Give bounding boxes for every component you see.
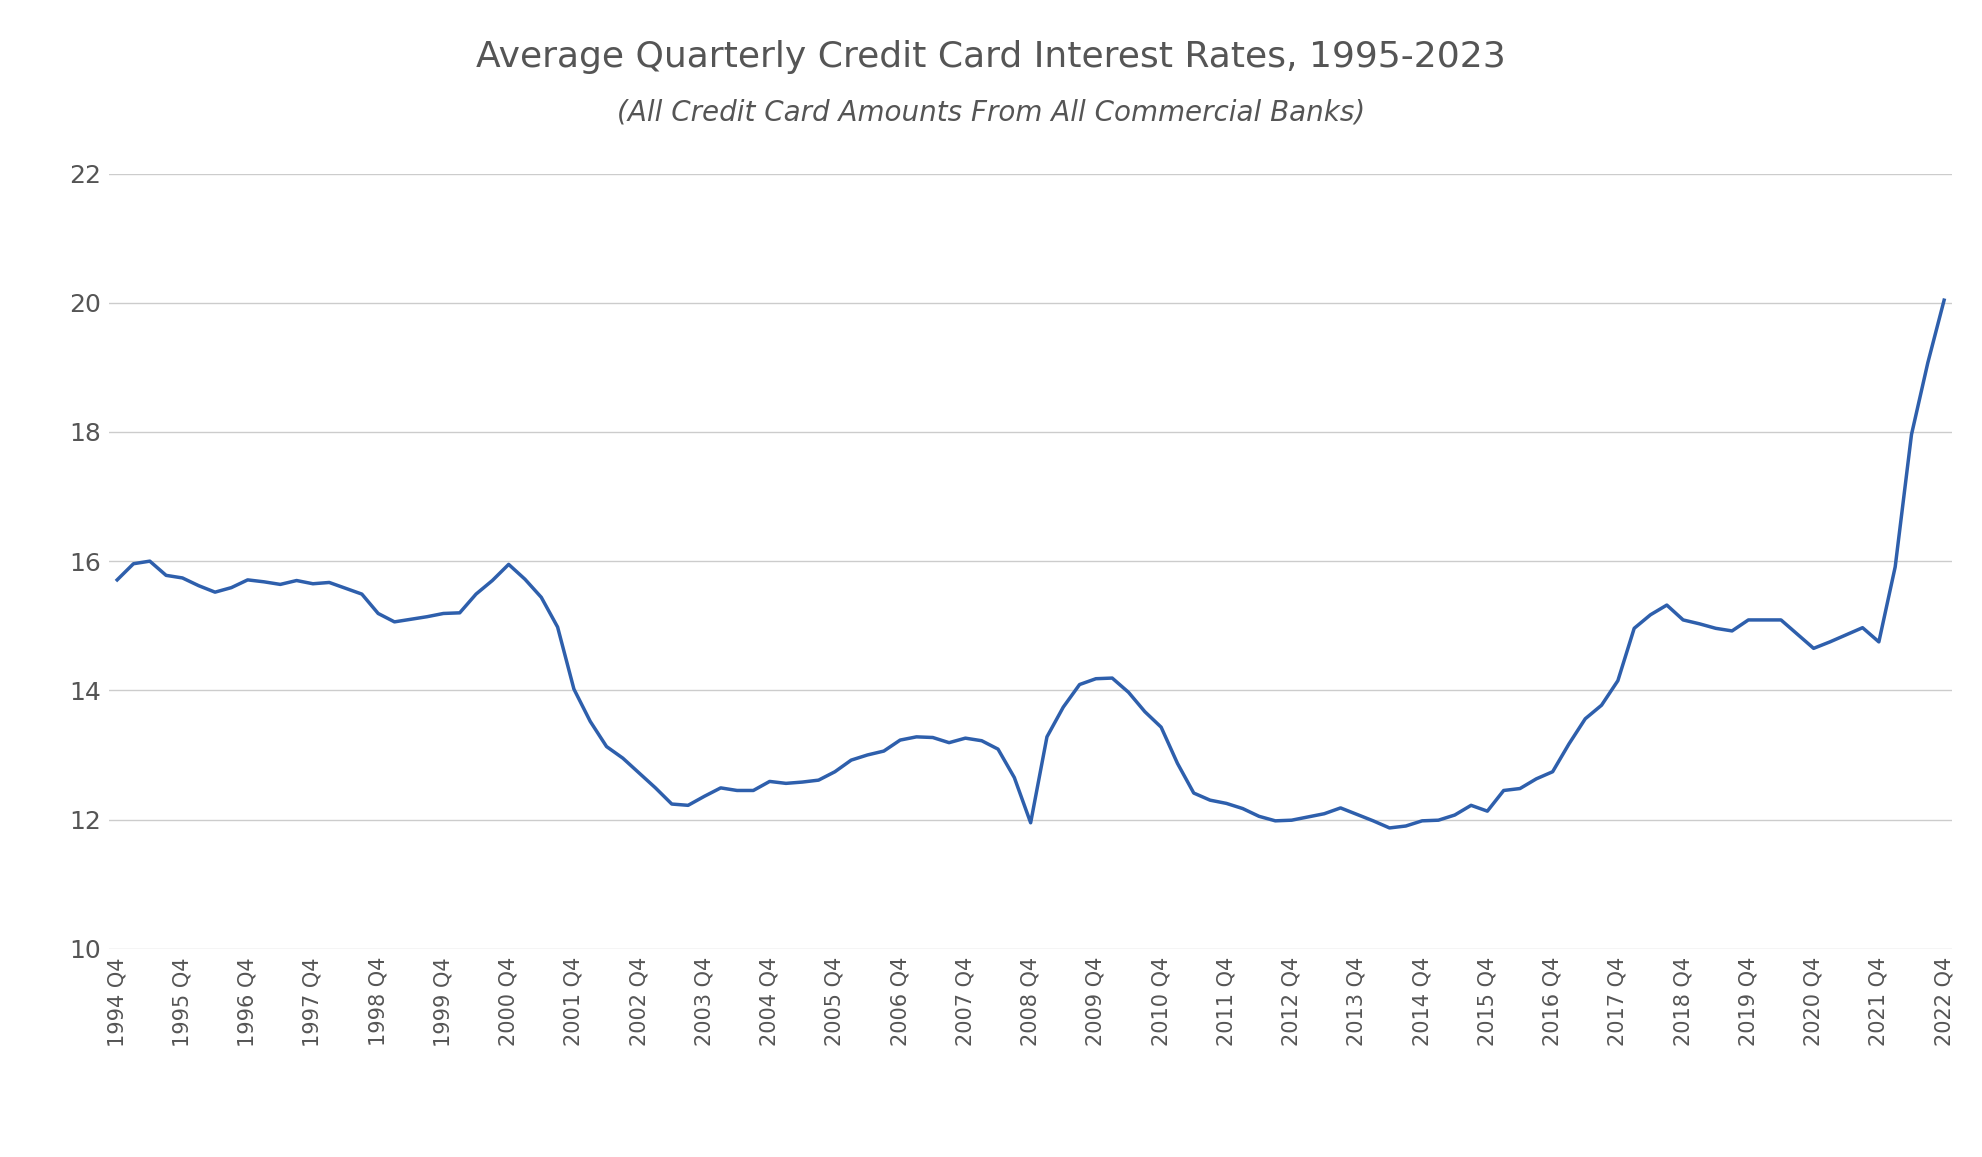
Text: (All Credit Card Amounts From All Commercial Banks): (All Credit Card Amounts From All Commer… [616, 98, 1366, 126]
Text: Average Quarterly Credit Card Interest Rates, 1995-2023: Average Quarterly Credit Card Interest R… [476, 40, 1506, 74]
